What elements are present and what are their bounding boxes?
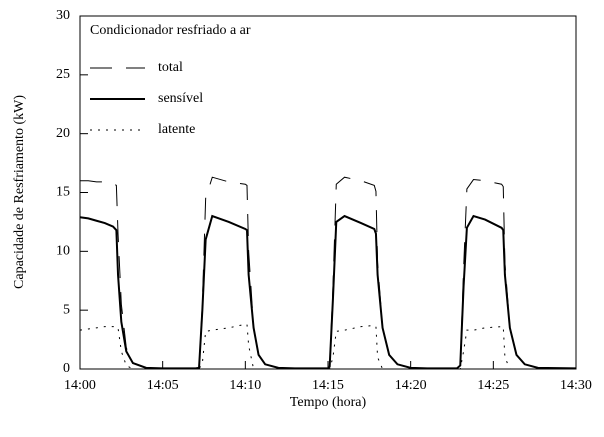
y-tick-label: 0 — [63, 361, 70, 376]
chart-title: Condicionador resfriado a ar — [90, 23, 251, 38]
series-line — [80, 176, 577, 369]
plot-frame — [79, 15, 577, 370]
x-tick-label: 14:05 — [147, 378, 179, 393]
y-tick-label: 10 — [56, 244, 70, 259]
y-tick-label: 15 — [56, 185, 70, 200]
series-line — [79, 323, 576, 370]
y-tick-label: 30 — [56, 8, 70, 23]
y-tick-label: 5 — [63, 302, 70, 317]
x-tick-label: 14:15 — [312, 378, 344, 393]
x-tick-label: 14:00 — [64, 378, 96, 393]
y-tick-label: 20 — [56, 126, 70, 141]
y-axis-label: Capacidade de Resfriamento (kW) — [12, 95, 27, 289]
x-tick-label: 14:25 — [477, 378, 509, 393]
y-tick-label: 25 — [56, 67, 70, 82]
x-tick-label: 14:20 — [395, 378, 427, 393]
series-line — [79, 214, 577, 370]
x-axis-label: Tempo (hora) — [290, 395, 367, 410]
legend-label: sensível — [158, 91, 203, 106]
x-tick-label: 14:10 — [229, 378, 261, 393]
x-tick-label: 14:30 — [560, 378, 592, 393]
legend-label: latente — [158, 122, 195, 137]
legend-label: total — [158, 60, 183, 75]
